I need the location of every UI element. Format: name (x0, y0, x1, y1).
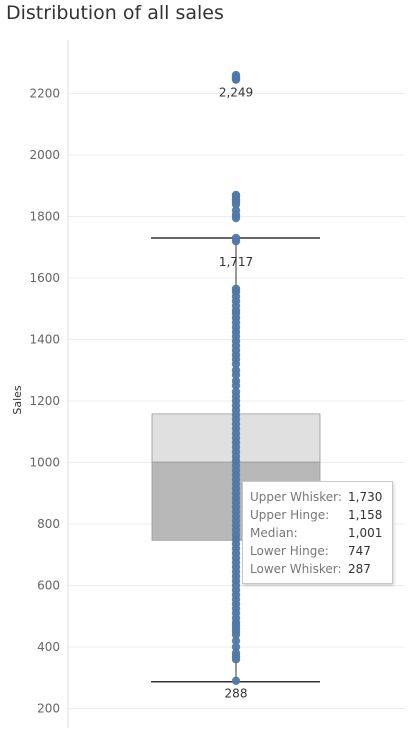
y-tick-label: 400 (37, 640, 60, 654)
data-label: 2,249 (219, 85, 253, 99)
tooltip-label: Lower Hinge: (250, 544, 329, 558)
tooltip-label: Lower Whisker: (250, 562, 342, 576)
tooltip-row-median: Median: 1,001 (250, 524, 392, 542)
y-tick-label: 200 (37, 702, 60, 716)
tooltip-value: 1,001 (348, 526, 383, 540)
data-point[interactable] (231, 233, 241, 243)
tooltip-value: 1,730 (348, 490, 383, 504)
chart-title: Distribution of all sales (6, 2, 224, 24)
y-axis: 200 400 600 800 1000 1200 1400 1600 1800 2000 2200 (29, 40, 69, 728)
y-tick-label: 800 (37, 517, 60, 531)
data-point[interactable] (231, 200, 241, 209)
box-plot-tooltip: Upper Whisker: 1,730 Upper Hinge: 1,158 Me… (242, 481, 393, 584)
tooltip-row-lower-hinge: Lower Hinge: 747 (250, 542, 392, 560)
y-tick-label: 2200 (29, 87, 60, 101)
y-tick-label: 1800 (29, 210, 60, 224)
tooltip-label: Upper Hinge: (250, 508, 330, 522)
data-point[interactable] (231, 213, 241, 223)
data-point[interactable] (231, 359, 241, 369)
y-tick-label: 1600 (29, 271, 60, 285)
data-point[interactable] (231, 381, 241, 390)
tooltip-row-upper-whisker: Upper Whisker: 1,730 (250, 488, 392, 506)
data-point[interactable] (231, 70, 241, 80)
y-tick-label: 2000 (29, 148, 60, 162)
tooltip-row-lower-whisker: Lower Whisker: 287 (250, 560, 392, 578)
data-point[interactable] (231, 676, 241, 686)
y-tick-label: 1200 (29, 394, 60, 408)
y-axis-title: Sales (11, 385, 24, 415)
data-label: 288 (225, 686, 248, 700)
data-point[interactable] (231, 655, 241, 664)
tooltip-value: 1,158 (348, 508, 383, 522)
y-tick-label: 1400 (29, 333, 60, 347)
data-point[interactable] (231, 636, 241, 646)
tooltip-label: Median: (250, 526, 298, 540)
y-tick-label: 1000 (29, 456, 60, 470)
data-label: 1,717 (219, 255, 253, 269)
tooltip-value: 747 (348, 544, 371, 558)
tooltip-value: 287 (348, 562, 371, 576)
data-point[interactable] (231, 642, 241, 652)
tooltip-label: Upper Whisker: (250, 490, 342, 504)
y-tick-label: 600 (37, 579, 60, 593)
data-points[interactable] (231, 70, 241, 686)
data-point[interactable] (231, 630, 241, 639)
tooltip-row-upper-hinge: Upper Hinge: 1,158 (250, 506, 392, 524)
data-labels: 2,249 1,717 288 (219, 85, 253, 700)
data-point[interactable] (231, 370, 241, 380)
